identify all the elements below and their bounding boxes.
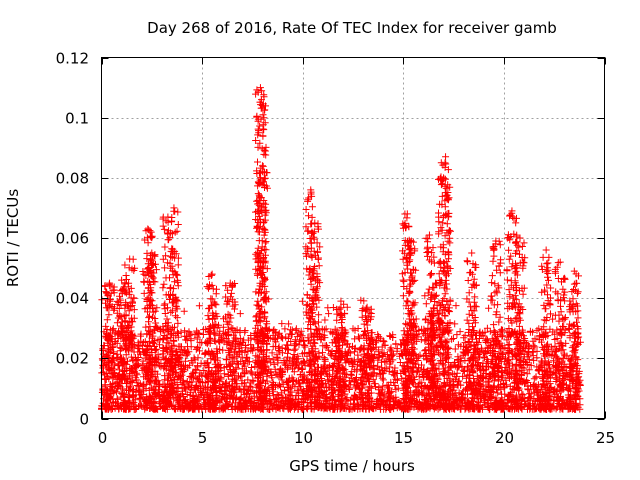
y-tick-labels: 0 0.02 0.04 0.06 0.08 0.1 0.12: [56, 50, 89, 429]
roti-peak-point: [148, 249, 156, 257]
axis-ticks: [101, 57, 606, 420]
roti-peak-point: [144, 225, 152, 233]
roti-peak-point: [311, 219, 319, 227]
chart-title: Day 268 of 2016, Rate Of TEC Index for r…: [147, 19, 557, 37]
roti-peak-point: [337, 297, 345, 305]
roti-peak-point: [170, 204, 178, 212]
x-tick-label: 5: [198, 429, 208, 447]
roti-peak-point: [118, 276, 126, 284]
roti-peak-point: [516, 234, 524, 242]
roti-peak-point: [126, 255, 134, 263]
roti-peak-point: [307, 186, 315, 194]
roti-peak-point: [164, 213, 172, 221]
roti-peak-point: [508, 207, 516, 215]
roti-peak-point: [256, 84, 264, 92]
roti-peak-point: [431, 279, 439, 287]
roti-peak-point: [257, 96, 265, 104]
y-axis-label: ROTI / TECUs: [4, 189, 22, 287]
y-tick-label: 0: [79, 411, 89, 429]
x-tick-labels: 0 5 10 15 20 25: [98, 429, 615, 447]
x-tick-label: 10: [294, 429, 313, 447]
roti-peak-point: [407, 237, 415, 245]
x-tick-label: 20: [495, 429, 514, 447]
roti-peak-point: [542, 246, 550, 254]
roti-peak-point: [106, 279, 114, 287]
roti-peak-point: [440, 174, 448, 182]
roti-point-cloud: [98, 86, 584, 413]
roti-peak-point: [226, 279, 234, 287]
y-tick-label: 0.06: [56, 230, 89, 248]
roti-peak-point: [403, 210, 411, 218]
roti-peak-point: [363, 303, 371, 311]
roti-peak-point: [556, 258, 564, 266]
y-tick-label: 0.12: [56, 50, 89, 68]
roti-peak-point: [425, 231, 433, 239]
y-tick-label: 0.04: [56, 290, 89, 308]
roti-peak-point: [208, 270, 216, 278]
y-tick-label: 0.02: [56, 350, 89, 368]
x-axis-label: GPS time / hours: [289, 457, 415, 475]
y-tick-label: 0.1: [65, 110, 89, 128]
roti-peak-point: [468, 249, 476, 257]
roti-peak-point: [258, 162, 266, 170]
data-points: [98, 84, 584, 413]
roti-peak-point: [442, 153, 450, 161]
y-tick-label: 0.08: [56, 170, 89, 188]
roti-peak-point: [492, 237, 500, 245]
x-tick-label: 0: [98, 429, 108, 447]
x-tick-label: 15: [394, 429, 413, 447]
grid: [101, 57, 605, 419]
x-tick-label: 25: [596, 429, 615, 447]
roti-peak-point: [570, 267, 578, 275]
